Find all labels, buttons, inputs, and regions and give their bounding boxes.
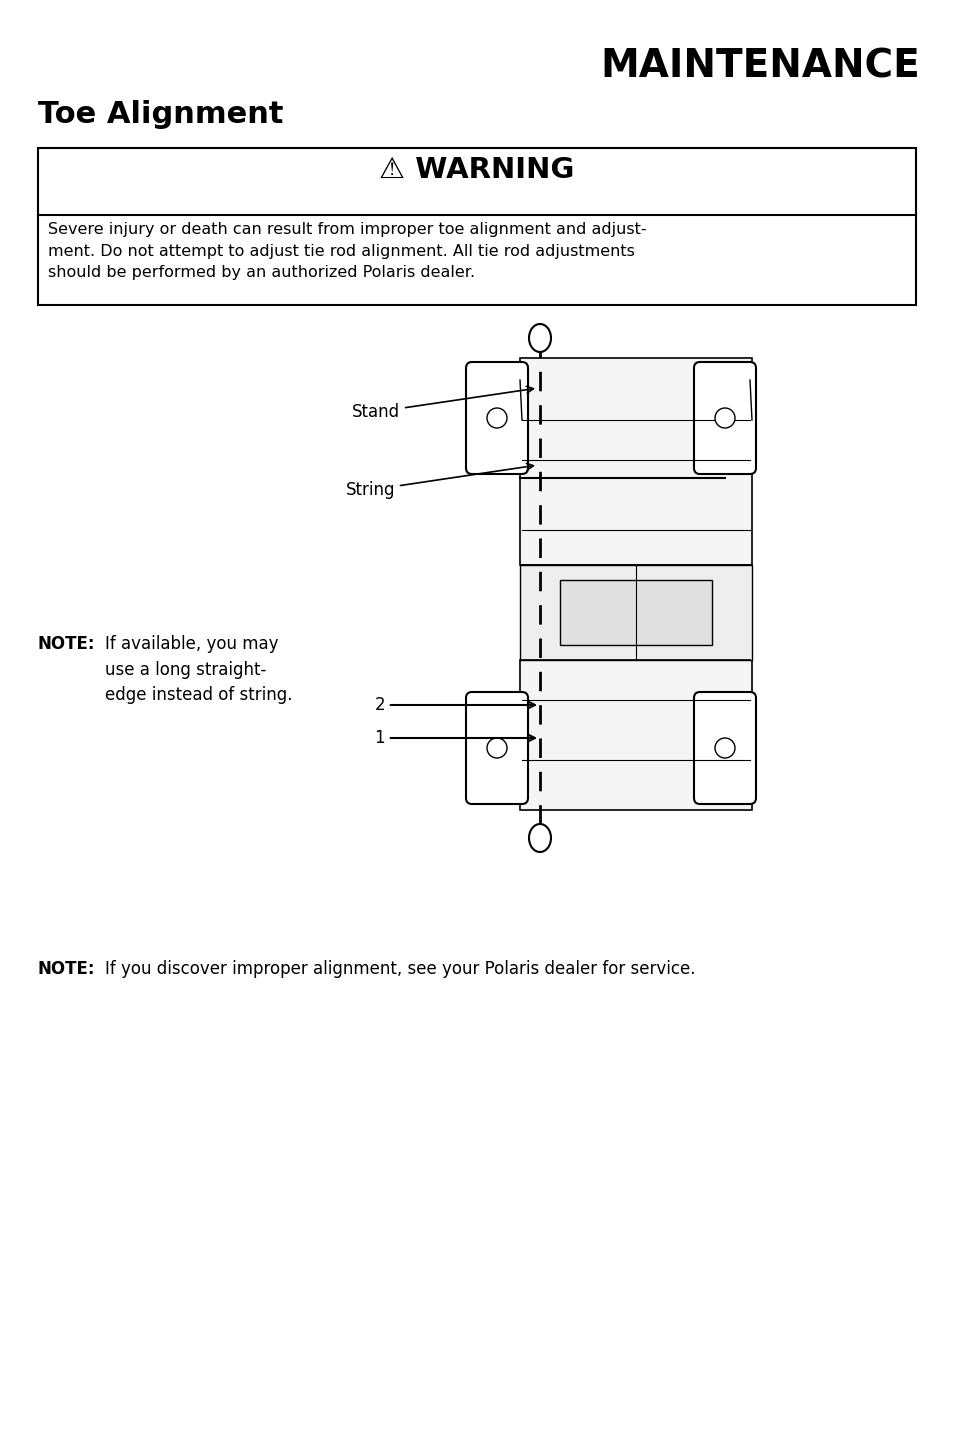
Text: 2: 2 xyxy=(374,696,535,714)
Text: ⚠ WARNING: ⚠ WARNING xyxy=(379,156,574,185)
Text: NOTE:: NOTE: xyxy=(38,960,95,979)
Text: NOTE:: NOTE: xyxy=(38,635,95,653)
Ellipse shape xyxy=(714,409,734,427)
Text: 1: 1 xyxy=(374,728,535,747)
Text: Stand: Stand xyxy=(352,387,533,422)
Text: String: String xyxy=(345,464,533,499)
Text: Severe injury or death can result from improper toe alignment and adjust-
ment. : Severe injury or death can result from i… xyxy=(48,222,646,281)
Ellipse shape xyxy=(486,409,506,427)
Text: If you discover improper alignment, see your Polaris dealer for service.: If you discover improper alignment, see … xyxy=(105,960,695,979)
Polygon shape xyxy=(519,566,751,660)
FancyBboxPatch shape xyxy=(693,362,755,474)
Bar xyxy=(559,580,711,646)
FancyBboxPatch shape xyxy=(465,362,527,474)
FancyBboxPatch shape xyxy=(693,692,755,804)
Ellipse shape xyxy=(529,824,551,852)
Text: If available, you may
use a long straight-
edge instead of string.: If available, you may use a long straigh… xyxy=(105,635,293,704)
Polygon shape xyxy=(519,660,751,810)
Text: Toe Alignment: Toe Alignment xyxy=(38,100,283,129)
Bar xyxy=(38,148,915,305)
Ellipse shape xyxy=(486,739,506,758)
Ellipse shape xyxy=(714,739,734,758)
FancyBboxPatch shape xyxy=(465,692,527,804)
Polygon shape xyxy=(519,358,751,566)
Ellipse shape xyxy=(529,324,551,352)
Text: MAINTENANCE: MAINTENANCE xyxy=(599,48,919,86)
